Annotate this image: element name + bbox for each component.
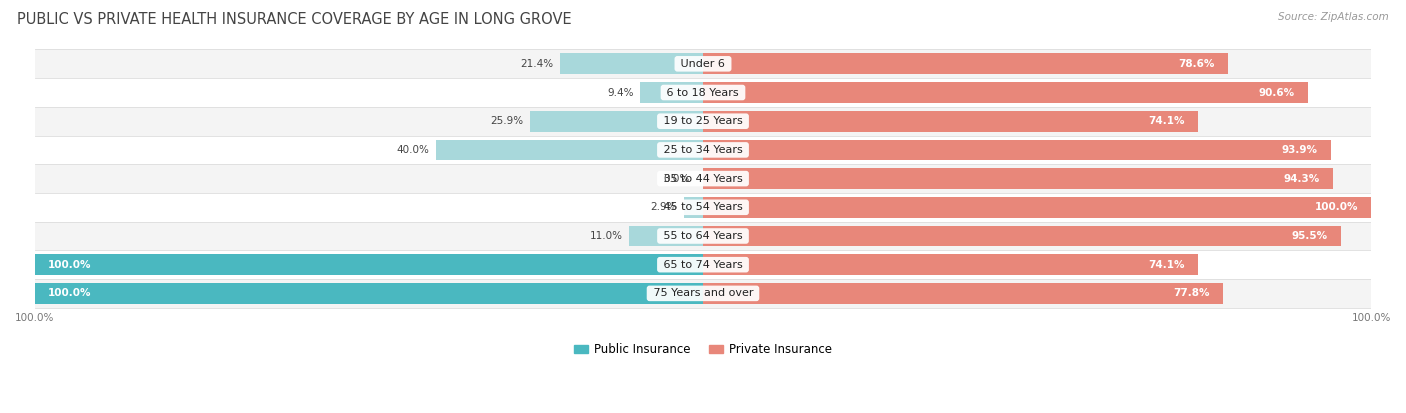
Text: 9.4%: 9.4% [607, 88, 634, 97]
Text: 100.0%: 100.0% [48, 288, 91, 298]
Text: 0.0%: 0.0% [664, 173, 689, 184]
Text: 93.9%: 93.9% [1281, 145, 1317, 155]
Text: 6 to 18 Years: 6 to 18 Years [664, 88, 742, 97]
Text: Source: ZipAtlas.com: Source: ZipAtlas.com [1278, 12, 1389, 22]
Text: 77.8%: 77.8% [1173, 288, 1209, 298]
Text: 90.6%: 90.6% [1258, 88, 1295, 97]
Text: 100.0%: 100.0% [48, 260, 91, 270]
Text: 94.3%: 94.3% [1284, 173, 1320, 184]
Bar [35, 193, 1371, 222]
Text: Under 6: Under 6 [678, 59, 728, 69]
Text: 95.5%: 95.5% [1292, 231, 1327, 241]
Text: 19 to 25 Years: 19 to 25 Years [659, 116, 747, 126]
Bar [640, 82, 703, 103]
Bar [703, 254, 1198, 275]
Bar [683, 197, 703, 218]
Bar [560, 54, 703, 74]
Text: 35 to 44 Years: 35 to 44 Years [659, 173, 747, 184]
Text: 11.0%: 11.0% [589, 231, 623, 241]
Bar [35, 279, 1371, 308]
Bar [35, 164, 1371, 193]
Text: 65 to 74 Years: 65 to 74 Years [659, 260, 747, 270]
Bar [703, 283, 1223, 304]
Bar [35, 50, 1371, 78]
Text: 100.0%: 100.0% [1315, 202, 1358, 212]
Text: PUBLIC VS PRIVATE HEALTH INSURANCE COVERAGE BY AGE IN LONG GROVE: PUBLIC VS PRIVATE HEALTH INSURANCE COVER… [17, 12, 571, 27]
Bar [35, 78, 1371, 107]
Bar [436, 140, 703, 160]
Bar [703, 140, 1330, 160]
Bar [35, 135, 1371, 164]
Text: 78.6%: 78.6% [1178, 59, 1215, 69]
Text: 40.0%: 40.0% [396, 145, 429, 155]
Bar [630, 225, 703, 246]
Text: 25 to 34 Years: 25 to 34 Years [659, 145, 747, 155]
Text: 21.4%: 21.4% [520, 59, 554, 69]
Bar [703, 168, 1333, 189]
Text: 25.9%: 25.9% [491, 116, 523, 126]
Text: 55 to 64 Years: 55 to 64 Years [659, 231, 747, 241]
Bar [703, 82, 1309, 103]
Text: 75 Years and over: 75 Years and over [650, 288, 756, 298]
Bar [35, 283, 703, 304]
Legend: Public Insurance, Private Insurance: Public Insurance, Private Insurance [569, 338, 837, 361]
Bar [703, 197, 1371, 218]
Bar [35, 250, 1371, 279]
Text: 45 to 54 Years: 45 to 54 Years [659, 202, 747, 212]
Bar [35, 107, 1371, 135]
Bar [703, 111, 1198, 132]
Bar [35, 254, 703, 275]
Bar [703, 54, 1229, 74]
Bar [530, 111, 703, 132]
Bar [703, 225, 1341, 246]
Bar [35, 222, 1371, 250]
Text: 74.1%: 74.1% [1149, 116, 1185, 126]
Text: 2.9%: 2.9% [651, 202, 676, 212]
Text: 74.1%: 74.1% [1149, 260, 1185, 270]
